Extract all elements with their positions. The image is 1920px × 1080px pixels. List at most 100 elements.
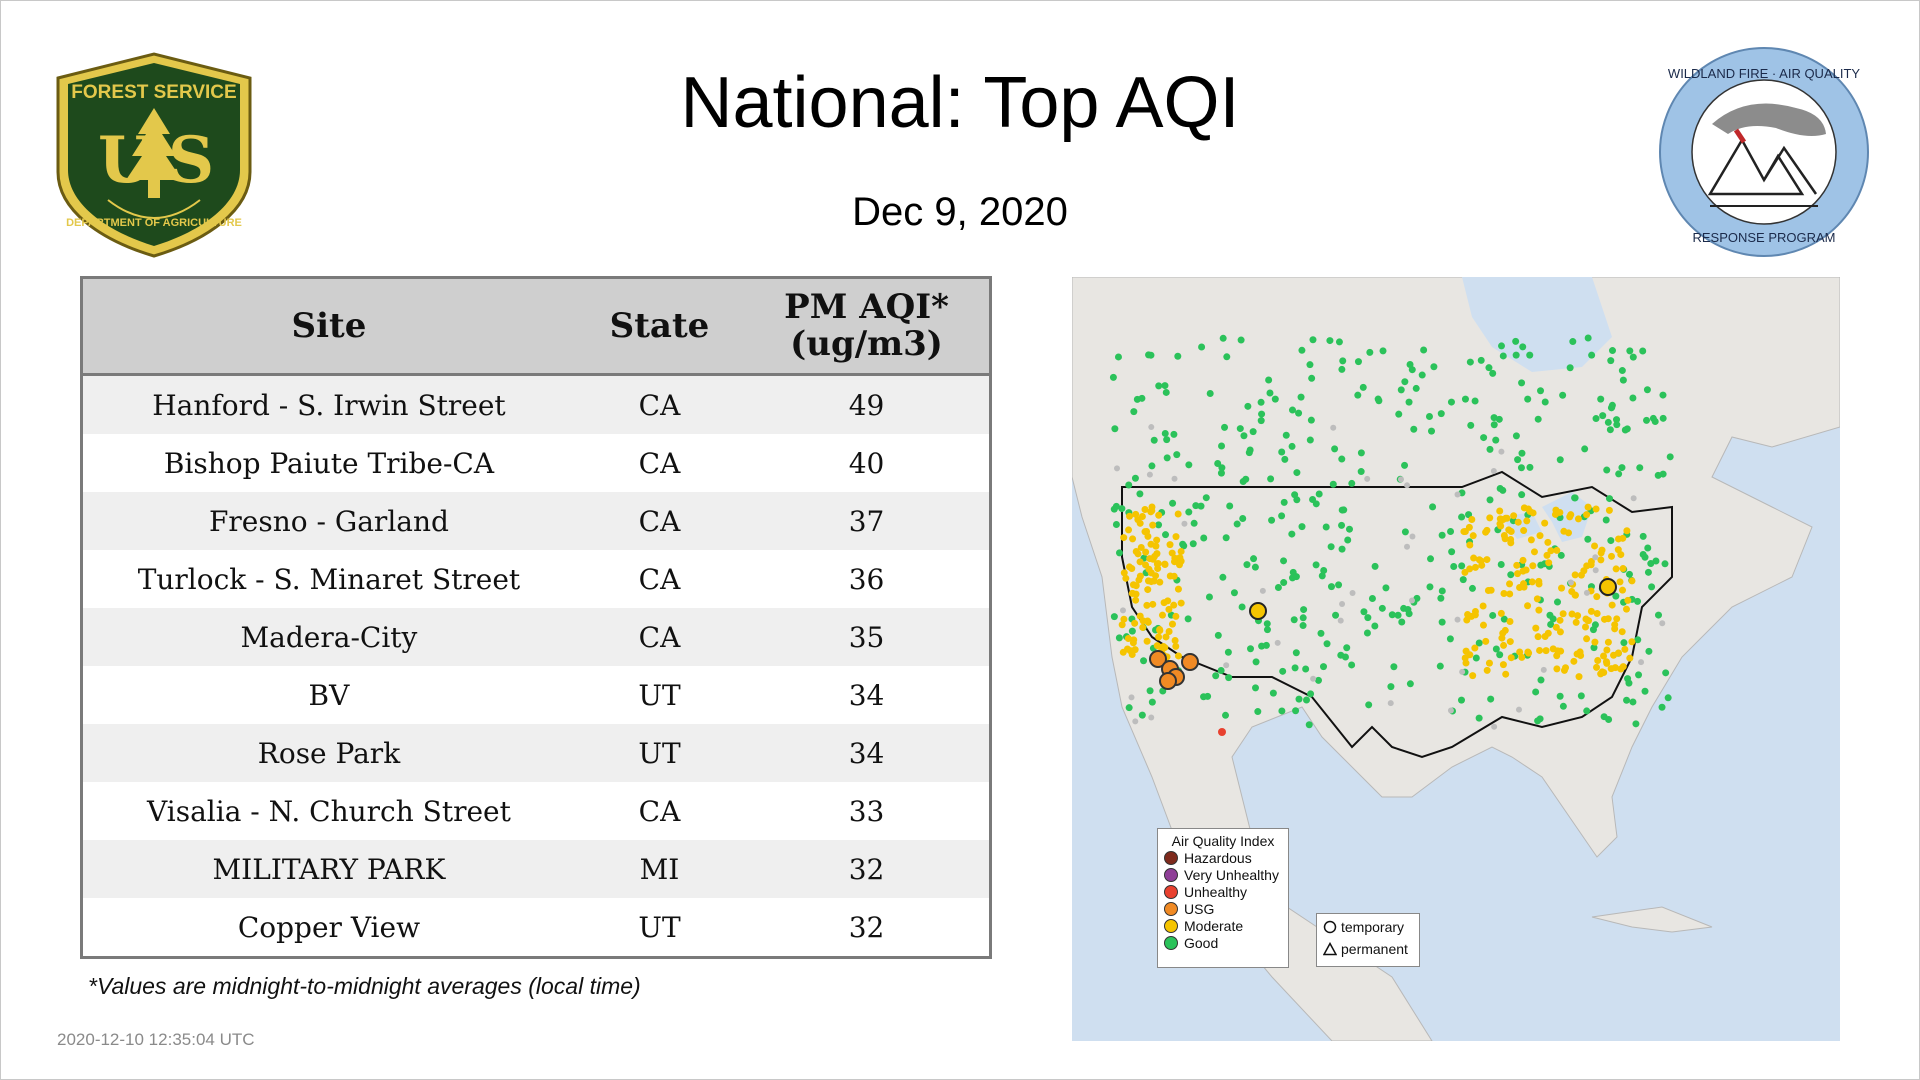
monitor-dot [1249, 428, 1257, 436]
circle-icon [1323, 920, 1337, 934]
monitor-dot [1142, 561, 1150, 569]
monitor-dot [1404, 482, 1411, 489]
monitor-dot [1190, 519, 1198, 527]
moderate-swatch [1164, 918, 1178, 933]
monitor-dot [1348, 661, 1356, 669]
monitor-dot [1278, 512, 1286, 520]
monitor-dot [1198, 343, 1206, 351]
monitor-dot [1420, 346, 1428, 354]
monitor-dot [1142, 548, 1150, 556]
monitor-dot [1479, 621, 1487, 629]
site-cell: Bishop Paiute Tribe-CA [81, 434, 575, 492]
monitor-dot [1557, 551, 1565, 559]
monitor-dot [1326, 337, 1334, 345]
monitor-dot [1298, 523, 1306, 531]
monitor-dot [1520, 504, 1528, 512]
monitor-dot [1155, 521, 1163, 529]
monitor-dot [1339, 600, 1346, 607]
monitor-dot [1543, 551, 1551, 559]
monitor-dot [1147, 351, 1155, 359]
monitor-dot [1295, 695, 1303, 703]
table-row: Visalia - N. Church Street CA 33 [81, 782, 991, 840]
monitor-dot [1309, 496, 1317, 504]
monitor-dot [1554, 598, 1562, 606]
monitor-dot [1185, 461, 1193, 469]
monitor-dot [1327, 583, 1335, 591]
monitor-dot [1532, 624, 1540, 632]
monitor-dot [1447, 528, 1455, 536]
page-title: National: Top AQI [680, 63, 1240, 143]
monitor-dot [1666, 453, 1674, 461]
monitor-dot [1639, 347, 1647, 355]
monitor-dot [1537, 387, 1545, 395]
monitor-dot [1591, 638, 1599, 646]
monitor-dot [1619, 565, 1627, 573]
monitor-dot [1658, 703, 1666, 711]
monitor-dot [1466, 565, 1474, 573]
monitor-dot [1634, 636, 1642, 644]
monitor-dot [1239, 514, 1247, 522]
monitor-dot [1587, 607, 1595, 615]
monitor-dot [1608, 403, 1616, 411]
header-state: State [574, 277, 745, 376]
monitor-dot [1514, 456, 1522, 464]
monitor-dot [1600, 615, 1608, 623]
aqi-cell: 34 [744, 666, 991, 724]
monitor-dot [1592, 415, 1600, 423]
monitor-dot [1265, 376, 1273, 384]
monitor-dot [1559, 391, 1567, 399]
monitor-dot [1629, 394, 1637, 402]
monitor-dot [1606, 426, 1614, 434]
monitor-dot [1624, 675, 1632, 683]
monitor-dot [1315, 676, 1323, 684]
monitor-dot [1628, 577, 1636, 585]
monitor-dot [1295, 409, 1303, 417]
monitor-dot [1172, 642, 1180, 650]
monitor-dot [1583, 511, 1591, 519]
monitor-dot [1138, 394, 1146, 402]
monitor-dot [1632, 720, 1640, 728]
monitor-dot [1338, 521, 1346, 529]
monitor-dot [1537, 676, 1545, 684]
monitor-dot [1592, 505, 1600, 513]
monitor-dot [1240, 432, 1248, 440]
monitor-dot [1639, 550, 1647, 558]
monitor-dot [1262, 641, 1270, 649]
monitor-dot [1409, 533, 1416, 540]
monitor-dot [1487, 695, 1495, 703]
state-cell: UT [574, 666, 745, 724]
monitor-dot [1395, 410, 1403, 418]
monitor-dot [1536, 646, 1544, 654]
monitor-dot [1518, 653, 1526, 661]
monitor-dot [1254, 708, 1262, 716]
monitor-dot [1398, 618, 1406, 626]
monitor-dot [1271, 395, 1279, 403]
state-cell: CA [574, 434, 745, 492]
monitor-dot [1305, 721, 1313, 729]
monitor-dot [1589, 626, 1597, 634]
monitor-dot [1459, 668, 1466, 675]
monitor-dot [1168, 620, 1176, 628]
monitor-dot [1165, 605, 1173, 613]
monitor-dot [1534, 633, 1542, 641]
monitor-dot [1364, 614, 1372, 622]
monitor-dot [1512, 432, 1520, 440]
monitor-dot [1128, 694, 1135, 701]
monitor-dot [1308, 374, 1316, 382]
monitor-dot [1558, 584, 1566, 592]
monitor-dot [1237, 336, 1245, 344]
fs-bottom-text: DEPARTMENT OF AGRICULTURE [66, 217, 242, 229]
monitor-dot [1404, 606, 1412, 614]
monitor-dot [1466, 651, 1474, 659]
monitor-dot [1597, 549, 1605, 557]
monitor-dot [1341, 653, 1349, 661]
monitor-dot [1492, 436, 1500, 444]
monitor-dot [1258, 410, 1266, 418]
monitor-dot [1243, 561, 1251, 569]
monitor-dot [1162, 388, 1170, 396]
monitor-dot [1545, 559, 1553, 567]
monitor-dot [1482, 637, 1490, 645]
monitor-dot [1174, 352, 1182, 360]
monitor-dot [1404, 543, 1411, 550]
monitor-dot [1496, 520, 1504, 528]
